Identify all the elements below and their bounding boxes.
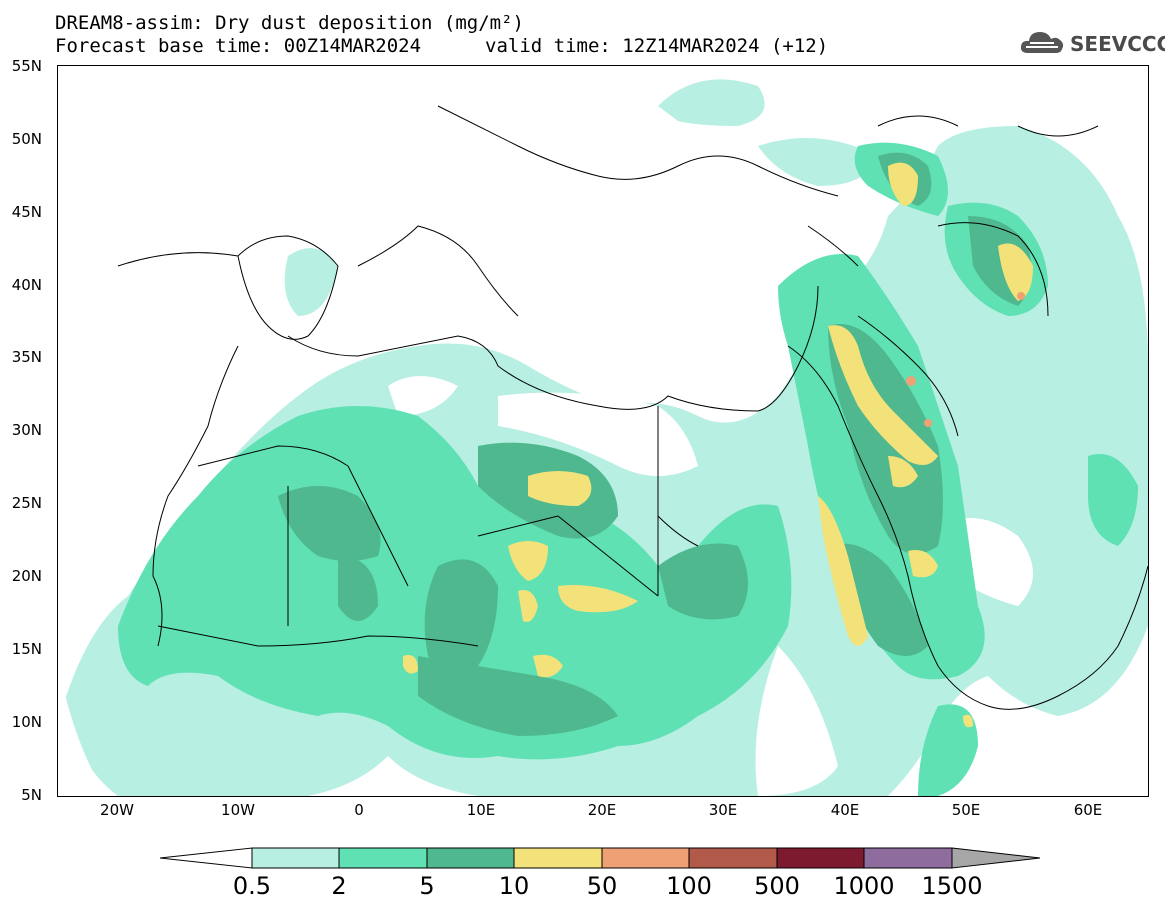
lat-tick-15n: 15N [11,640,42,658]
lon-tick-20e: 20E [587,801,617,819]
colorbar-box-5 [426,847,515,869]
title-line-2-valid-time: valid time: 12Z14MAR2024 (+12) [485,35,829,57]
lon-tick-0: 0 [354,801,364,819]
colorbar-box-0-5 [251,847,340,869]
cloud-icon [1018,27,1066,61]
contour-level-10 [403,162,1033,728]
title-line-1: DREAM8-assim: Dry dust deposition (mg/m²… [55,12,524,34]
contour-level-50 [906,292,1025,427]
lon-tick-20w: 20W [100,801,134,819]
colorbar-under-arrow [160,847,253,869]
colorbar-label-0-5: 0.5 [232,872,272,900]
colorbar-box-10 [513,847,603,869]
colorbar-label-10: 10 [498,872,530,900]
lon-tick-60e: 60E [1073,801,1103,819]
lat-tick-25n: 25N [11,494,42,512]
title-line-2-base-time: Forecast base time: 00Z14MAR2024 [55,35,422,57]
colorbar-box-2 [338,847,428,869]
logo-text: SEEVCCC [1070,32,1165,56]
lat-tick-45n: 45N [11,203,42,221]
lat-tick-30n: 30N [11,421,42,439]
colorbar-label-50: 50 [586,872,618,900]
map-frame [57,65,1149,797]
lat-tick-55n: 55N [11,57,42,75]
lon-tick-30e: 30E [708,801,738,819]
lat-tick-40n: 40N [11,276,42,294]
colorbar-label-500: 500 [754,872,800,900]
colorbar-box-1000 [863,847,953,869]
lat-tick-35n: 35N [11,348,42,366]
colorbar-box-100 [688,847,778,869]
colorbar-label-1000: 1000 [833,872,895,900]
lat-tick-50n: 50N [11,130,42,148]
colorbar-box-50 [601,847,690,869]
coastlines [117,105,1148,710]
seevccc-logo: SEEVCCC [1018,27,1165,61]
lat-tick-10n: 10N [11,713,42,731]
colorbar-label-1500: 1500 [921,872,983,900]
colorbar-over-arrow [951,847,1041,869]
lon-tick-10w: 10W [221,801,255,819]
dust-deposition-map [58,66,1148,796]
lat-tick-20n: 20N [11,567,42,585]
colorbar-label-2: 2 [331,872,347,900]
colorbar [160,847,1041,869]
lon-tick-50e: 50E [951,801,981,819]
lon-tick-40e: 40E [830,801,860,819]
lat-tick-5n: 5N [21,786,42,804]
colorbar-label-100: 100 [666,872,712,900]
colorbar-label-5: 5 [419,872,435,900]
colorbar-box-500 [776,847,865,869]
lon-tick-10e: 10E [466,801,496,819]
